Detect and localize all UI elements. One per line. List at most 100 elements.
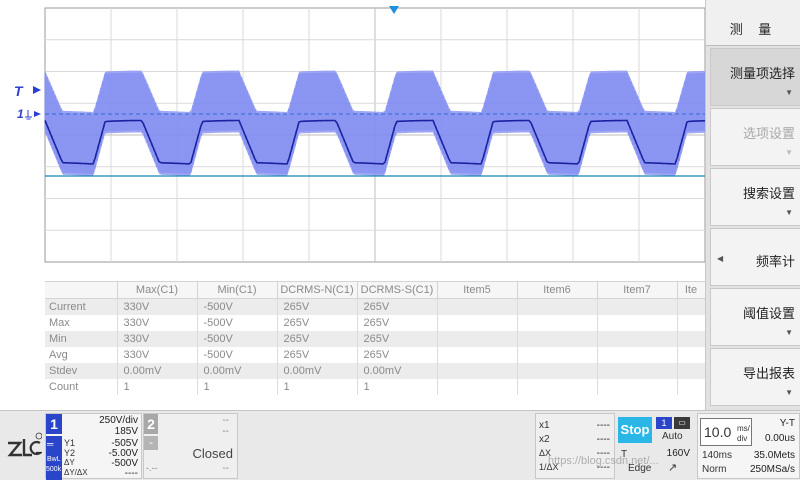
table-header[interactable]: Ite [677,281,706,299]
cell [517,363,598,379]
chevron-left-icon: ◀ [717,254,724,263]
timebase-unit-top: ms/ [737,424,750,433]
cell [597,315,678,331]
cursor-readout-panel[interactable]: x1 ---- x2 ---- ΔX ---- 1/ΔX ---- [535,413,615,479]
softkey-frequency-counter[interactable]: ◀ 频率计 [710,228,800,286]
trigger-t-label: T [621,449,628,460]
cell: 1 [277,379,358,395]
ch1-offset: 185V [114,426,138,437]
table-row: Avg 330V -500V 265V 265V [45,347,706,363]
cell [517,331,598,347]
row-label: Min [45,331,118,347]
run-stop-indicator[interactable]: Stop [618,417,652,443]
cell: 265V [357,331,438,347]
cell [437,315,518,331]
cell: 265V [277,331,358,347]
cell: 330V [117,298,198,315]
cell [597,298,678,315]
ch2-offset: -- [222,426,229,437]
cell: -500V [197,298,278,315]
brand-logo [7,432,42,457]
cell: 265V [357,315,438,331]
ch1-dydx-label: ΔY/ΔX [64,468,88,477]
timebase-value: 10.0 [704,424,732,440]
waveform-display[interactable]: T 1 [0,0,710,280]
cell [677,331,706,347]
cell [437,331,518,347]
softkey-label: 测量项选择 [729,66,795,81]
acquisition-mode: Norm [702,464,727,475]
trigger-source-badge: 1 [656,417,672,429]
cell [677,315,706,331]
cell: 265V [277,315,358,331]
cell: 265V [277,347,358,363]
cursor-dx-label: ΔX [539,448,552,458]
softkey-label: 阈值设置 [742,306,795,321]
cell [517,379,598,395]
ch2-status-panel[interactable]: 2 - -- -- Closed -- -.-- [143,413,238,479]
memory-depth: 35.0Mets [753,450,795,461]
trigger-marker-label[interactable]: T [14,83,24,99]
cell [677,363,706,379]
ch2-scale: -- [222,415,229,426]
row-label: Stdev [45,363,118,379]
cell [437,347,518,363]
softkey-search-settings[interactable]: 搜索设置 ▼ [710,168,800,226]
ch1-indicator-strip [46,436,62,480]
softkey-option-settings[interactable]: 选项设置 ▼ [710,108,800,166]
measurement-table: Max(C1) Min(C1) DCRMS-N(C1) DCRMS-S(C1) … [45,281,706,395]
cell: 1 [357,379,438,395]
cell: 330V [117,331,198,347]
table-header[interactable]: Item6 [517,281,598,299]
timebase-unit-bottom: div [737,434,748,443]
ch1-dy-label: ΔY [64,458,75,467]
cell [437,363,518,379]
cell: 1 [117,379,198,395]
sample-rate: 250MSa/s [749,464,795,475]
cell [597,379,678,395]
trigger-status-panel[interactable]: 1 ▭ Auto T 160V Edge ↗ [616,413,696,479]
cell: 265V [357,347,438,363]
cell [597,331,678,347]
table-header[interactable]: DCRMS-N(C1) [277,281,358,299]
rising-edge-icon: ↗ [668,462,678,474]
ch1-status-panel[interactable]: 1 ═ BwL 500k 250V/div 185V Y1 -505V Y2 -… [45,413,142,480]
chevron-down-icon: ▼ [785,388,793,397]
ch2-minus: - [144,436,158,450]
ch1-dydx-value: ---- [124,468,138,479]
cell: 330V [117,347,198,363]
cell [517,298,598,315]
cell [517,347,598,363]
cell: 0.00mV [197,363,278,379]
softkey-export-report[interactable]: 导出报表 ▼ [710,348,800,406]
cell [597,347,678,363]
watermark-text: https://blog.csdn.net/... [548,455,659,467]
ch1-y1-value: -505V [111,438,138,449]
ch1-y2-value: -5.00V [108,448,138,459]
ch1-offset-marker[interactable]: 1 [17,107,24,121]
table-row: Current 330V -500V 265V 265V [45,298,706,315]
ch1-impedance-label: 500k [46,466,62,473]
cell: 0.00mV [277,363,358,379]
ch1-marker-arrow [34,111,41,117]
softkey-label: 导出报表 [742,366,795,381]
table-header[interactable]: Min(C1) [197,281,278,299]
table-header[interactable]: DCRMS-S(C1) [357,281,438,299]
ch1-number: 1 [46,414,62,434]
trigger-position-marker[interactable] [389,6,399,14]
softkey-menu: 测 量 测量项选择 ▼ 选项设置 ▼ 搜索设置 ▼ ◀ 频率计 阈值设置 ▼ 导… [705,0,800,410]
trigger-mode: Auto [662,431,683,442]
softkey-threshold-settings[interactable]: 阈值设置 ▼ [710,288,800,346]
timebase-scale[interactable]: 10.0 ms/ div [700,418,752,446]
cell [437,379,518,395]
cursor-x1-value: ---- [596,420,610,431]
cell: 330V [117,315,198,331]
table-header[interactable]: Max(C1) [117,281,198,299]
timebase-panel[interactable]: 10.0 ms/ div Y-T 0.00us 140ms 35.0Mets N… [697,413,800,479]
chevron-down-icon: ▼ [785,208,793,217]
table-header[interactable]: Item5 [437,281,518,299]
cell [597,363,678,379]
softkey-measure-select[interactable]: 测量项选择 ▼ [710,48,800,106]
menu-title: 测 量 [706,0,800,46]
table-header[interactable]: Item7 [597,281,678,299]
